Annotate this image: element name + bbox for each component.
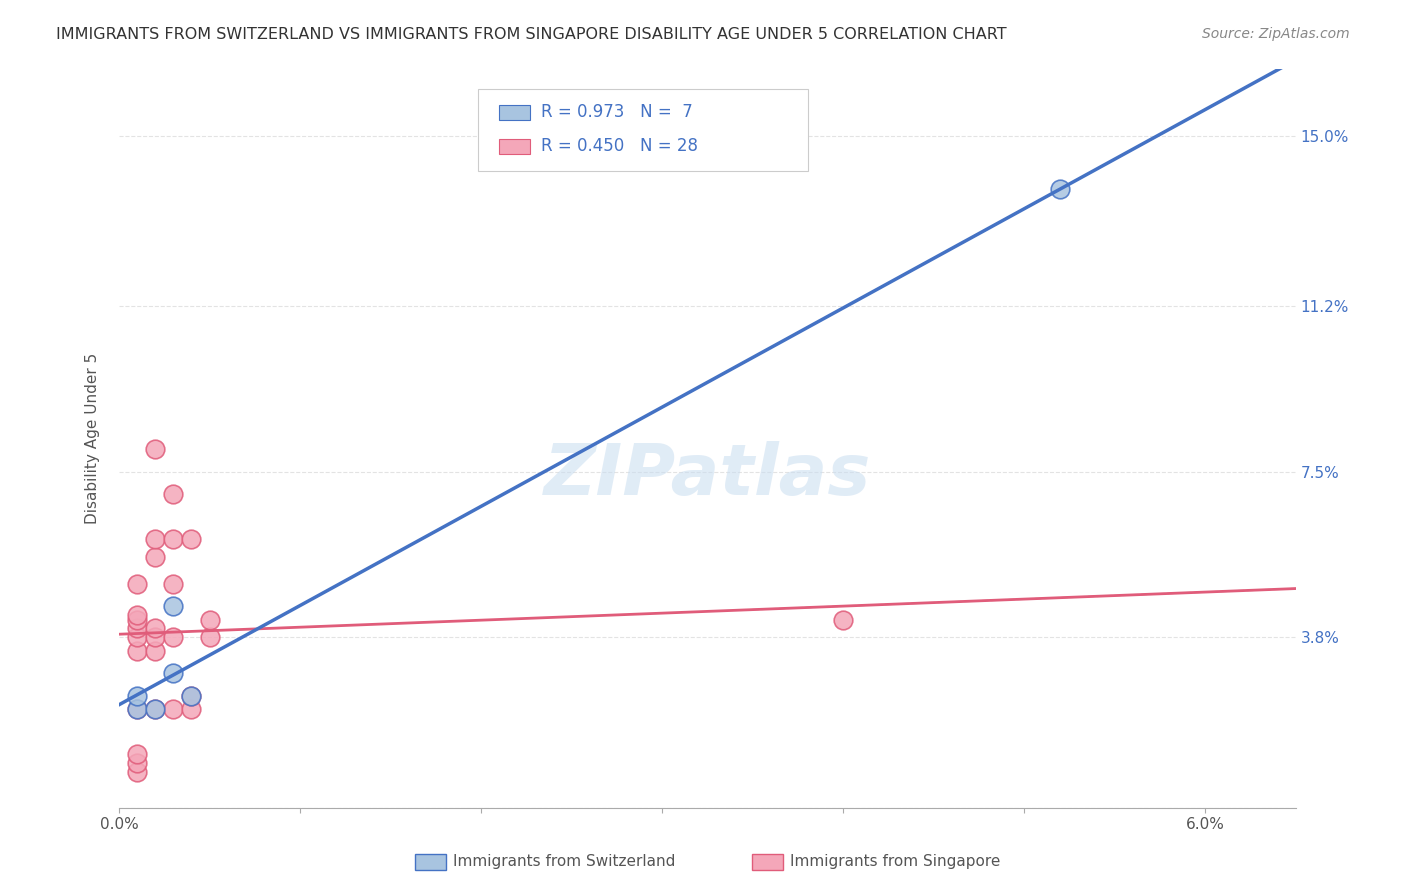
Point — [127, 764, 149, 779]
Point — [180, 532, 202, 546]
Point — [143, 549, 166, 564]
Point — [198, 613, 221, 627]
Point — [1049, 182, 1071, 196]
Point — [127, 756, 149, 770]
Point — [162, 576, 184, 591]
Point — [143, 622, 166, 636]
Point — [127, 608, 149, 623]
Point — [127, 747, 149, 761]
Point — [127, 622, 149, 636]
Point — [127, 613, 149, 627]
Y-axis label: Disability Age Under 5: Disability Age Under 5 — [86, 352, 100, 524]
Point — [143, 532, 166, 546]
Point — [127, 702, 149, 716]
Text: Immigrants from Switzerland: Immigrants from Switzerland — [453, 855, 675, 869]
Point — [162, 487, 184, 501]
Point — [127, 689, 149, 703]
Point — [162, 631, 184, 645]
Point — [143, 702, 166, 716]
Point — [162, 532, 184, 546]
Point — [180, 702, 202, 716]
Point — [127, 576, 149, 591]
Point — [162, 666, 184, 681]
Text: Source: ZipAtlas.com: Source: ZipAtlas.com — [1202, 27, 1350, 41]
Text: Immigrants from Singapore: Immigrants from Singapore — [790, 855, 1001, 869]
Point — [180, 689, 202, 703]
Point — [162, 702, 184, 716]
Text: R = 0.450   N = 28: R = 0.450 N = 28 — [541, 137, 699, 155]
Text: R = 0.973   N =  7: R = 0.973 N = 7 — [541, 103, 693, 121]
Text: IMMIGRANTS FROM SWITZERLAND VS IMMIGRANTS FROM SINGAPORE DISABILITY AGE UNDER 5 : IMMIGRANTS FROM SWITZERLAND VS IMMIGRANT… — [56, 27, 1007, 42]
Point — [180, 689, 202, 703]
Point — [127, 631, 149, 645]
Point — [127, 644, 149, 658]
Point — [143, 442, 166, 457]
Point — [143, 644, 166, 658]
Point — [198, 631, 221, 645]
Text: ZIPatlas: ZIPatlas — [544, 441, 870, 509]
Point — [143, 702, 166, 716]
Point — [832, 613, 855, 627]
Point — [143, 631, 166, 645]
Point — [127, 702, 149, 716]
Point — [162, 599, 184, 613]
